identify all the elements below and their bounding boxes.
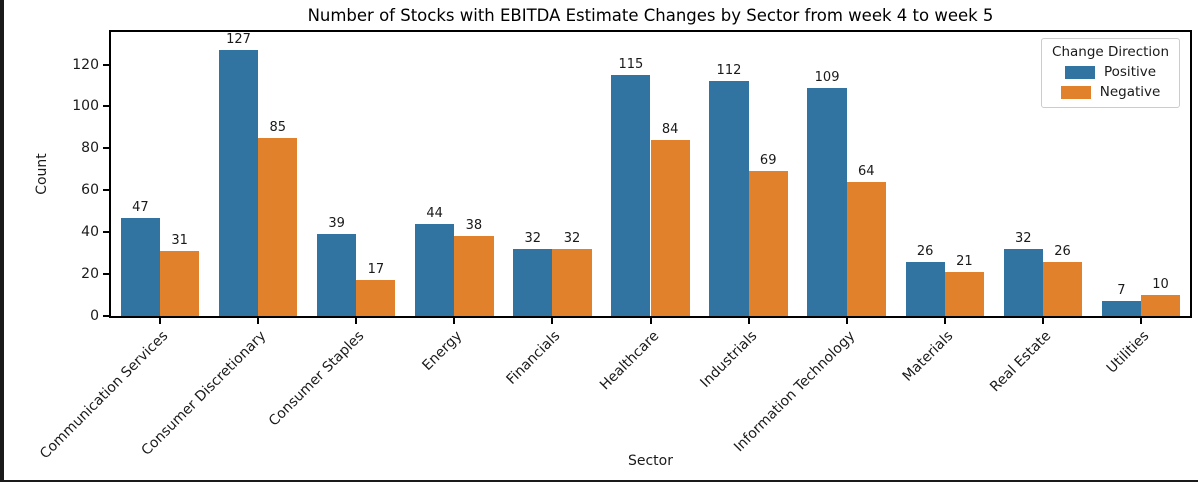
x-tick-mark: [845, 318, 848, 324]
bar-value-label: 32: [563, 230, 581, 246]
y-tick-label: 60: [81, 182, 99, 199]
bar-value-label: 10: [1152, 277, 1169, 293]
bar-value-label: 21: [956, 254, 973, 269]
positive-bar-financials: [513, 248, 553, 316]
positive-bar-communication-services: [120, 217, 161, 316]
legend-item-positive: Positive: [1052, 64, 1169, 80]
negative-bar-communication-services: [160, 251, 200, 316]
x-tick-mark: [159, 318, 162, 324]
bar-value-label: 85: [269, 119, 287, 135]
bar-value-label: 127: [226, 31, 251, 47]
legend-item-label: Negative: [1099, 84, 1161, 100]
x-tick-label: Energy: [419, 328, 466, 374]
bar-value-label: 69: [759, 153, 777, 169]
negative-bar-consumer-discretionary: [258, 137, 298, 316]
positive-bar-energy: [415, 223, 455, 316]
positive-bar-utilities: [1101, 301, 1141, 316]
x-tick-label: Real Estate: [987, 328, 1055, 396]
y-tick-label: 20: [81, 266, 99, 283]
bar-value-label: 26: [916, 243, 934, 259]
bar-value-label: 112: [716, 63, 742, 79]
positive-bar-materials: [905, 261, 945, 316]
legend-items: Positive Negative: [1052, 64, 1169, 100]
x-tick-mark: [257, 318, 260, 324]
x-axis-label: Sector: [627, 453, 673, 469]
bar-value-label: 31: [171, 233, 188, 249]
negative-bar-industrials: [748, 171, 788, 316]
bar-value-label: 47: [132, 199, 149, 215]
x-tick-mark: [943, 318, 946, 324]
y-tick-mark: [103, 273, 109, 276]
x-tick-label: Utilities: [1103, 328, 1153, 377]
bar-value-label: 7: [1117, 283, 1126, 299]
x-tick-mark: [1041, 318, 1044, 324]
y-tick-mark: [103, 189, 109, 192]
negative-bar-information-technology: [846, 181, 886, 316]
negative-bar-energy: [454, 236, 494, 316]
bar-value-label: 64: [858, 163, 875, 179]
y-tick-label: 80: [81, 140, 99, 157]
positive-bar-consumer-staples: [316, 234, 357, 316]
legend-swatch-negative: [1060, 85, 1091, 99]
negative-bar-real-estate: [1042, 261, 1083, 316]
bar-value-label: 109: [814, 69, 840, 85]
y-tick-mark: [103, 63, 109, 66]
x-tick-label: Industrials: [696, 328, 760, 391]
positive-bar-information-technology: [807, 87, 847, 316]
negative-bar-healthcare: [650, 139, 690, 316]
x-tick-label: Consumer Staples: [266, 328, 368, 430]
x-tick-mark: [747, 318, 750, 324]
legend: Change Direction Positive Negative: [1041, 38, 1180, 108]
negative-bar-consumer-staples: [356, 280, 396, 316]
bar-value-label: 84: [661, 121, 679, 137]
bar-value-label: 38: [465, 218, 483, 234]
bar-value-label: 17: [367, 262, 385, 278]
x-tick-label: Materials: [899, 328, 957, 385]
y-axis-label: Count: [34, 153, 50, 195]
bar-value-label: 32: [524, 230, 542, 246]
legend-item-negative: Negative: [1052, 84, 1169, 100]
legend-item-label: Positive: [1103, 64, 1157, 80]
negative-bar-financials: [552, 248, 592, 316]
y-tick-mark: [103, 105, 109, 108]
bar-value-label: 32: [1014, 230, 1032, 246]
y-tick-label: 40: [81, 224, 99, 241]
y-tick-mark: [103, 231, 109, 234]
y-tick-label: 100: [72, 98, 99, 115]
bar-value-label: 39: [328, 216, 345, 232]
legend-title: Change Direction: [1052, 44, 1169, 60]
x-tick-mark: [453, 318, 456, 324]
x-tick-label: Healthcare: [596, 328, 662, 394]
negative-bar-utilities: [1140, 295, 1181, 316]
x-tick-mark: [551, 318, 554, 324]
x-tick-mark: [649, 318, 652, 324]
y-tick-label: 120: [72, 56, 99, 73]
positive-bar-consumer-discretionary: [218, 49, 259, 316]
positive-bar-industrials: [709, 81, 749, 316]
positive-bar-healthcare: [611, 74, 651, 316]
legend-swatch-positive: [1064, 65, 1095, 79]
bar-value-label: 115: [618, 56, 644, 72]
bar-value-label: 44: [426, 205, 443, 221]
x-tick-label: Financials: [503, 328, 564, 388]
x-tick-mark: [1139, 318, 1142, 324]
y-tick-mark: [103, 147, 109, 150]
y-tick-mark: [103, 315, 109, 317]
negative-bar-materials: [944, 272, 984, 316]
plot-area: 0 20 40 60 80 100 120 47 31 Communication Service…: [37, 30, 1192, 462]
chart-title: Number of Stocks with EBITDA Estimate Ch…: [307, 6, 994, 25]
y-tick-label: 0: [90, 308, 99, 324]
positive-bar-real-estate: [1003, 248, 1043, 316]
x-tick-mark: [355, 318, 358, 324]
bar-value-label: 26: [1054, 243, 1071, 259]
